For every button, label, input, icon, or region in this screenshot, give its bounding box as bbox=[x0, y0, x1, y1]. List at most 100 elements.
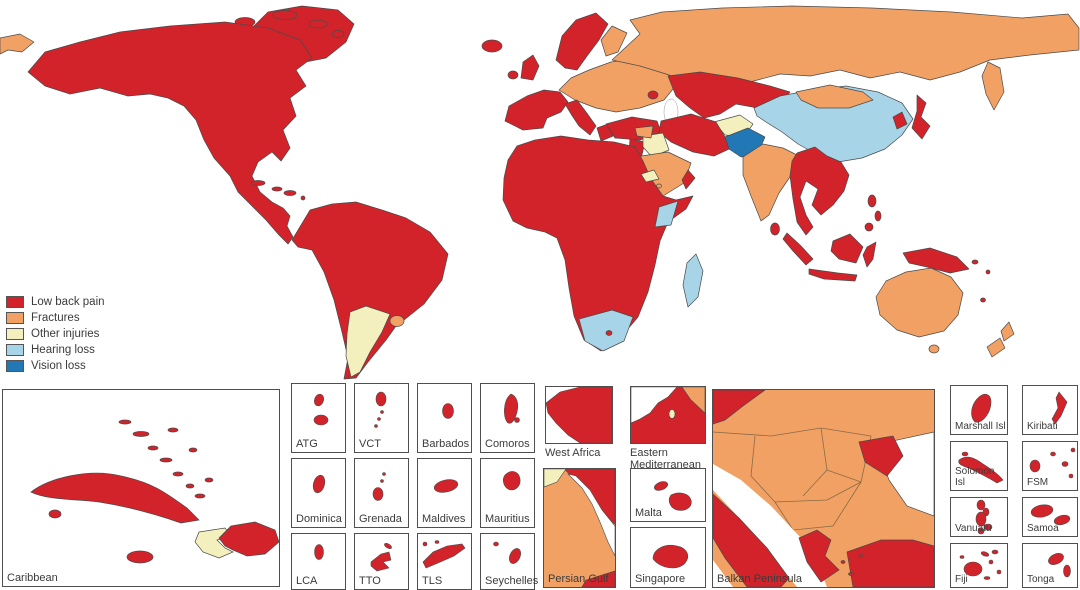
inset-label-dominica: Dominica bbox=[296, 513, 342, 525]
aegean-islands bbox=[840, 554, 864, 576]
islands-seychelles bbox=[493, 541, 521, 564]
inset-vanuatu: Vanuatu bbox=[950, 497, 1008, 537]
region-africa bbox=[502, 135, 694, 352]
region-persian-gulf-kuwait bbox=[544, 469, 567, 488]
inset-label-atg: ATG bbox=[296, 438, 318, 450]
inset-label-fsm: FSM bbox=[1027, 477, 1049, 488]
inset-label-solomon-isl: Solomon Isl bbox=[955, 466, 995, 488]
inset-persian-gulf: Persian Gulf bbox=[543, 468, 616, 588]
inset-label-singapore: Singapore bbox=[635, 573, 686, 585]
inset-west-africa bbox=[545, 386, 613, 444]
islands-solomon bbox=[958, 451, 1004, 484]
country-oman bbox=[681, 169, 696, 190]
country-finland bbox=[600, 25, 628, 57]
inset-label-grenada: Grenada bbox=[359, 513, 402, 525]
country-new-zealand bbox=[986, 321, 1015, 358]
legend-item: Hearing loss bbox=[6, 344, 105, 356]
inset-label-malta: Malta bbox=[635, 507, 662, 519]
islands-malta bbox=[653, 481, 692, 511]
inset-kiribati: Kiribati bbox=[1022, 385, 1078, 435]
legend-label: Hearing loss bbox=[31, 343, 95, 356]
inset-label-caribbean: Caribbean bbox=[7, 572, 58, 584]
inset-malta: Malta bbox=[630, 468, 706, 522]
inset-maldives: Maldives bbox=[417, 458, 472, 528]
inset-balkan-peninsula: Balkan Peninsula bbox=[712, 389, 935, 588]
legend-item: Low back pain bbox=[6, 296, 105, 308]
inset-fiji: Fiji bbox=[950, 543, 1008, 588]
legend: Low back pain Fractures Other injuries H… bbox=[6, 296, 105, 376]
inset-label-barbados: Barbados bbox=[422, 438, 470, 450]
inset-label-maldives: Maldives bbox=[422, 513, 466, 525]
region-western-europe bbox=[504, 89, 569, 131]
islands-fiji bbox=[959, 549, 1002, 580]
inset-caribbean: Caribbean bbox=[2, 389, 280, 587]
island-borneo bbox=[830, 233, 864, 264]
islands-bahamas bbox=[118, 419, 214, 499]
country-uruguay bbox=[389, 315, 405, 327]
island-tls bbox=[422, 540, 466, 569]
inset-lca: LCA bbox=[291, 533, 346, 590]
islands-fsm bbox=[1029, 447, 1076, 479]
legend-item: Other injuries bbox=[6, 328, 105, 340]
islands-kiribati bbox=[1051, 391, 1068, 425]
country-moldova bbox=[647, 90, 659, 100]
inset-comoros: Comoros bbox=[480, 383, 535, 453]
inset-grenada: Grenada bbox=[354, 458, 409, 528]
islands-grenada bbox=[372, 472, 386, 501]
region-kamchatka bbox=[981, 61, 1005, 111]
inset-label-kiribati: Kiribati bbox=[1027, 421, 1058, 432]
inset-tls: TLS bbox=[417, 533, 472, 590]
country-syria bbox=[634, 125, 654, 139]
inset-label-fiji: Fiji bbox=[955, 574, 968, 585]
country-mongolia bbox=[795, 84, 874, 109]
inset-tonga: Tonga bbox=[1022, 543, 1078, 588]
inset-label-vct: VCT bbox=[359, 438, 381, 450]
region-emed-lebanon bbox=[668, 409, 676, 419]
country-japan bbox=[911, 94, 931, 140]
region-scandinavia bbox=[555, 12, 609, 71]
country-lesotho bbox=[605, 330, 613, 336]
region-chukotka bbox=[0, 33, 35, 55]
legend-swatch-hearing-loss bbox=[6, 344, 24, 356]
inset-label-tls: TLS bbox=[422, 575, 443, 587]
island-sumatra bbox=[782, 232, 814, 266]
island-maldives bbox=[433, 479, 459, 493]
inset-fsm: FSM bbox=[1022, 441, 1078, 491]
island-barbados bbox=[442, 403, 454, 419]
legend-label: Low back pain bbox=[31, 295, 105, 308]
legend-label: Vision loss bbox=[31, 359, 86, 372]
country-djibouti bbox=[656, 183, 662, 189]
legend-swatch-low-back-pain bbox=[6, 296, 24, 308]
region-emed-northeast bbox=[681, 387, 705, 414]
island-new-guinea bbox=[902, 247, 970, 274]
inset-samoa: Samoa bbox=[1022, 497, 1078, 537]
inset-solomon-isl: Solomon Isl bbox=[950, 441, 1008, 491]
region-persian-gulf-oman bbox=[581, 570, 615, 587]
inset-label-mauritius: Mauritius bbox=[485, 513, 530, 525]
inset-label-west-africa: West Africa bbox=[545, 447, 601, 459]
legend-item: Vision loss bbox=[6, 360, 105, 372]
arctic-islands bbox=[234, 10, 345, 38]
inset-label-persian-gulf: Persian Gulf bbox=[548, 573, 609, 585]
legend-label: Other injuries bbox=[31, 327, 100, 340]
inset-tto: TTO bbox=[354, 533, 409, 590]
country-eritrea bbox=[640, 169, 660, 183]
inset-label-balkan-peninsula: Balkan Peninsula bbox=[717, 573, 803, 585]
region-balkan-italy bbox=[713, 493, 790, 587]
country-australia bbox=[875, 267, 964, 338]
inset-label-marshall-isl: Marshall Isl bbox=[955, 421, 1006, 432]
country-south-africa bbox=[578, 309, 634, 352]
country-kenya bbox=[654, 200, 679, 228]
island-java bbox=[808, 268, 858, 282]
country-korea bbox=[892, 111, 908, 130]
islands-marshall bbox=[971, 393, 992, 423]
islands-samoa bbox=[1030, 504, 1071, 526]
country-dominican-republic bbox=[218, 521, 279, 557]
islands-vct bbox=[374, 391, 387, 428]
island-dominica bbox=[312, 474, 326, 494]
country-argentina bbox=[345, 305, 391, 378]
legend-label: Fractures bbox=[31, 311, 80, 324]
region-balkan-moldova bbox=[858, 435, 904, 477]
region-balkan-greece bbox=[798, 529, 840, 583]
islands-atg bbox=[313, 393, 329, 426]
